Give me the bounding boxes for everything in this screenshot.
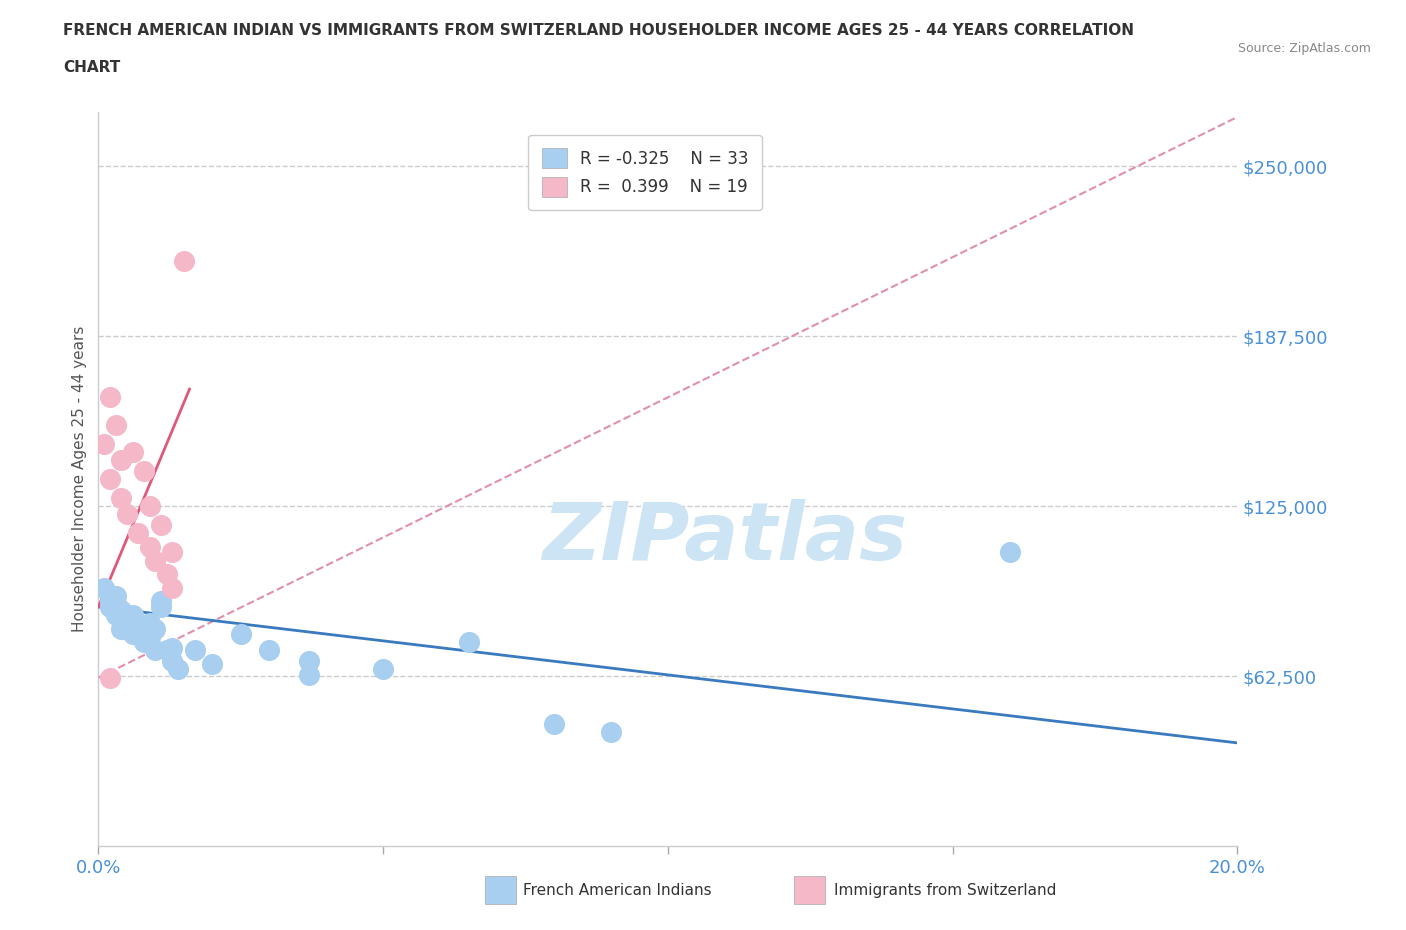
Y-axis label: Householder Income Ages 25 - 44 years: Householder Income Ages 25 - 44 years [72, 326, 87, 632]
Point [138, 630, 160, 644]
Point [121, 627, 143, 642]
Point [145, 553, 167, 568]
Point [373, 662, 395, 677]
Point [98, 390, 121, 405]
Point [162, 654, 184, 669]
Point [162, 545, 184, 560]
Point [104, 417, 127, 432]
Text: ZIPatlas: ZIPatlas [543, 498, 907, 577]
Text: French American Indians: French American Indians [523, 883, 711, 897]
Point [110, 490, 132, 505]
Point [138, 616, 160, 631]
Point [115, 507, 138, 522]
Point [98, 600, 121, 615]
Point [145, 621, 167, 636]
Point [104, 589, 127, 604]
Point [132, 635, 155, 650]
Text: FRENCH AMERICAN INDIAN VS IMMIGRANTS FROM SWITZERLAND HOUSEHOLDER INCOME AGES 25: FRENCH AMERICAN INDIAN VS IMMIGRANTS FRO… [63, 23, 1135, 38]
Point [229, 627, 252, 642]
Point [138, 498, 160, 513]
Point [93, 436, 115, 451]
Point [543, 716, 565, 731]
Point [98, 472, 121, 486]
Point [150, 518, 173, 533]
Point [98, 594, 121, 609]
Point [173, 254, 195, 269]
Point [127, 621, 149, 636]
Point [156, 643, 179, 658]
Point [150, 594, 173, 609]
Point [998, 545, 1021, 560]
Text: CHART: CHART [63, 60, 121, 75]
Point [298, 654, 321, 669]
Point [156, 566, 179, 581]
Point [259, 643, 281, 658]
Point [98, 671, 121, 685]
Legend: R = -0.325    N = 33, R =  0.399    N = 19: R = -0.325 N = 33, R = 0.399 N = 19 [529, 135, 762, 210]
Point [127, 526, 149, 541]
Point [110, 621, 132, 636]
Text: Source: ZipAtlas.com: Source: ZipAtlas.com [1237, 42, 1371, 55]
Point [132, 463, 155, 478]
Point [167, 662, 190, 677]
Point [115, 613, 138, 628]
Text: Immigrants from Switzerland: Immigrants from Switzerland [834, 883, 1056, 897]
Point [121, 607, 143, 622]
Point [138, 539, 160, 554]
Point [104, 607, 127, 622]
Point [600, 724, 623, 739]
Point [121, 445, 143, 459]
Point [184, 643, 207, 658]
Point [145, 643, 167, 658]
Point [162, 640, 184, 655]
Point [93, 580, 115, 595]
Point [162, 580, 184, 595]
Point [201, 657, 224, 671]
Point [457, 635, 479, 650]
Point [298, 668, 321, 683]
Point [110, 453, 132, 468]
Point [150, 600, 173, 615]
Point [110, 602, 132, 617]
